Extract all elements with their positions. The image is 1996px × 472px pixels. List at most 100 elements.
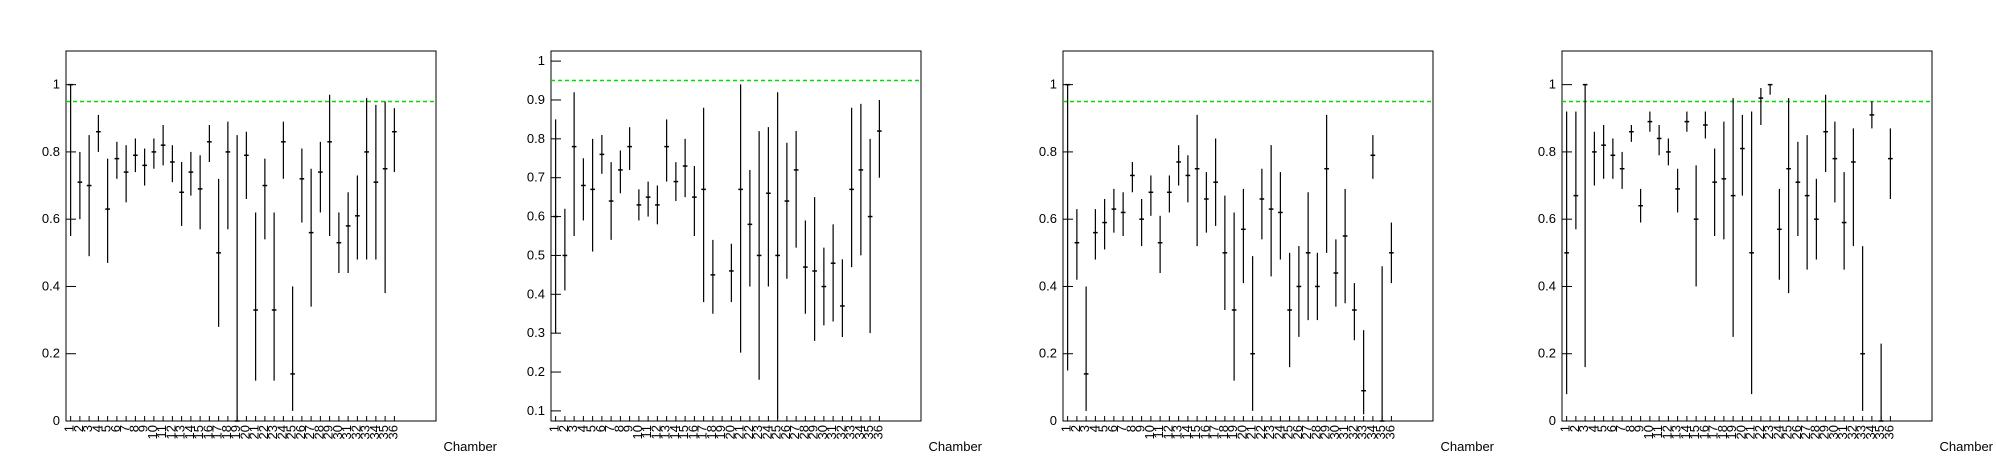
x-tick-label: 21: [1743, 425, 1758, 439]
x-tick-label: 5: [1096, 425, 1111, 432]
x-tick-label: 15: [1188, 425, 1203, 439]
x-tick-label: 29: [1817, 425, 1832, 439]
x-tick-label: 20: [1733, 425, 1748, 439]
x-tick-label: 10: [630, 425, 645, 439]
x-tick-label: 15: [676, 425, 691, 439]
x-tick-label: 35: [1872, 425, 1887, 439]
x-tick-label: 30: [815, 425, 830, 439]
x-tick-label: 32: [833, 425, 848, 439]
x-tick-label: 26: [778, 425, 793, 439]
x-tick-label: 36: [1382, 425, 1397, 439]
chart-panel: 00.20.40.60.8112345678910111213141516171…: [1538, 50, 1994, 454]
x-tick-label: 3: [565, 425, 580, 432]
chart-panel: 00.20.40.60.8112345678910111213141516171…: [42, 50, 498, 454]
x-tick-label: 20: [722, 425, 737, 439]
x-tick-label: 2: [556, 425, 571, 432]
x-tick-label: 25: [769, 425, 784, 439]
x-tick-label: 34: [852, 425, 867, 439]
x-tick-label: 9: [1133, 425, 1148, 432]
x-tick-label: 6: [1604, 425, 1619, 432]
x-tick-label: 8: [1123, 425, 1138, 432]
x-tick-label: 8: [611, 425, 626, 432]
x-tick-label: 35: [861, 425, 876, 439]
x-tick-label: 12: [163, 425, 178, 439]
x-tick-label: 6: [593, 425, 608, 432]
x-tick-label: 18: [219, 425, 234, 439]
x-tick-label: 18: [1715, 425, 1730, 439]
y-tick-label: 1: [53, 77, 60, 92]
x-tick-label: 4: [1585, 425, 1600, 432]
y-tick-label: 0.2: [527, 364, 545, 379]
x-tick-label: 35: [376, 425, 391, 439]
x-tick-label: 32: [1844, 425, 1859, 439]
x-tick-label: 19: [228, 425, 243, 439]
y-tick-label: 0.6: [1538, 211, 1556, 226]
x-tick-label: 22: [256, 425, 271, 439]
x-axis-label: Chamber: [1441, 439, 1495, 454]
x-tick-label: 22: [1752, 425, 1767, 439]
x-tick-label: 35: [1373, 425, 1388, 439]
x-tick-label: 14: [1179, 425, 1194, 439]
x-tick-label: 31: [339, 425, 354, 439]
x-tick-label: 5: [1595, 425, 1610, 432]
x-tick-label: 9: [1632, 425, 1647, 432]
x-tick-label: 21: [1244, 425, 1259, 439]
x-tick-label: 24: [1770, 425, 1785, 439]
chart-panel: 00.20.40.60.8112345678910111213141516171…: [1039, 50, 1495, 454]
x-tick-label: 36: [870, 425, 885, 439]
x-tick-label: 32: [348, 425, 363, 439]
x-tick-label: 15: [1687, 425, 1702, 439]
x-tick-label: 33: [358, 425, 373, 439]
y-tick-label: 0: [53, 413, 60, 428]
y-tick-label: 0.6: [1039, 211, 1057, 226]
x-tick-label: 7: [1114, 425, 1129, 432]
x-tick-label: 4: [574, 425, 589, 432]
y-tick-label: 0.4: [527, 286, 545, 301]
x-tick-label: 3: [1077, 425, 1092, 432]
x-tick-label: 26: [1789, 425, 1804, 439]
x-tick-label: 22: [741, 425, 756, 439]
x-tick-label: 23: [1262, 425, 1277, 439]
x-tick-label: 15: [191, 425, 206, 439]
x-tick-label: 19: [1225, 425, 1240, 439]
x-tick-label: 5: [99, 425, 114, 432]
y-tick-label: 0.2: [1538, 346, 1556, 361]
x-tick-label: 33: [1355, 425, 1370, 439]
x-tick-label: 1: [1059, 425, 1074, 432]
x-tick-label: 32: [1345, 425, 1360, 439]
x-tick-label: 18: [1216, 425, 1231, 439]
x-axis-label: Chamber: [1940, 439, 1994, 454]
y-tick-label: 0.7: [527, 170, 545, 185]
x-tick-label: 16: [200, 425, 215, 439]
x-tick-label: 24: [1271, 425, 1286, 439]
x-tick-label: 11: [1151, 425, 1166, 439]
x-tick-label: 28: [311, 425, 326, 439]
x-tick-label: 3: [1576, 425, 1591, 432]
plot-frame: [550, 50, 922, 422]
x-tick-label: 34: [367, 425, 382, 439]
x-tick-label: 11: [1650, 425, 1665, 439]
y-tick-label: 1: [1549, 77, 1556, 92]
x-tick-label: 16: [1197, 425, 1212, 439]
chart-panel: 0.10.20.30.40.50.60.70.80.91123456789101…: [527, 50, 983, 454]
x-tick-label: 27: [787, 425, 802, 439]
x-tick-label: 25: [1281, 425, 1296, 439]
x-tick-label: 30: [1826, 425, 1841, 439]
x-tick-label: 29: [1318, 425, 1333, 439]
x-tick-label: 30: [1327, 425, 1342, 439]
x-tick-label: 30: [330, 425, 345, 439]
y-tick-label: 0: [1050, 413, 1057, 428]
x-tick-label: 26: [293, 425, 308, 439]
x-tick-label: 36: [1881, 425, 1896, 439]
x-tick-label: 23: [265, 425, 280, 439]
x-tick-label: 4: [1086, 425, 1101, 432]
x-tick-label: 22: [1253, 425, 1268, 439]
x-tick-label: 28: [1807, 425, 1822, 439]
x-tick-label: 11: [639, 425, 654, 439]
x-tick-label: 12: [1659, 425, 1674, 439]
x-tick-label: 28: [1308, 425, 1323, 439]
x-tick-label: 13: [1669, 425, 1684, 439]
x-tick-label: 17: [695, 425, 710, 439]
x-tick-label: 2: [71, 425, 86, 432]
x-tick-label: 36: [385, 425, 400, 439]
